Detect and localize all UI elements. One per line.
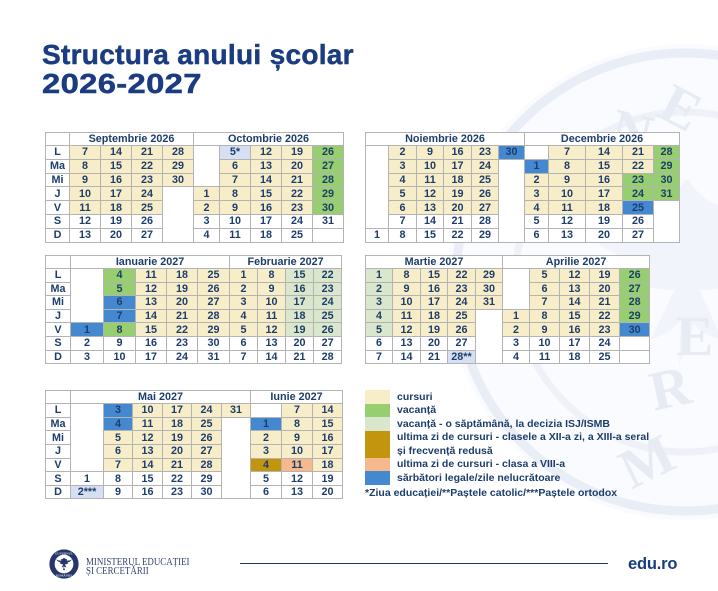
svg-text:E: E xyxy=(676,306,713,368)
svg-text:GUVERNUL: GUVERNUL xyxy=(55,551,73,555)
svg-text:ROMÂNIEI: ROMÂNIEI xyxy=(56,573,72,578)
